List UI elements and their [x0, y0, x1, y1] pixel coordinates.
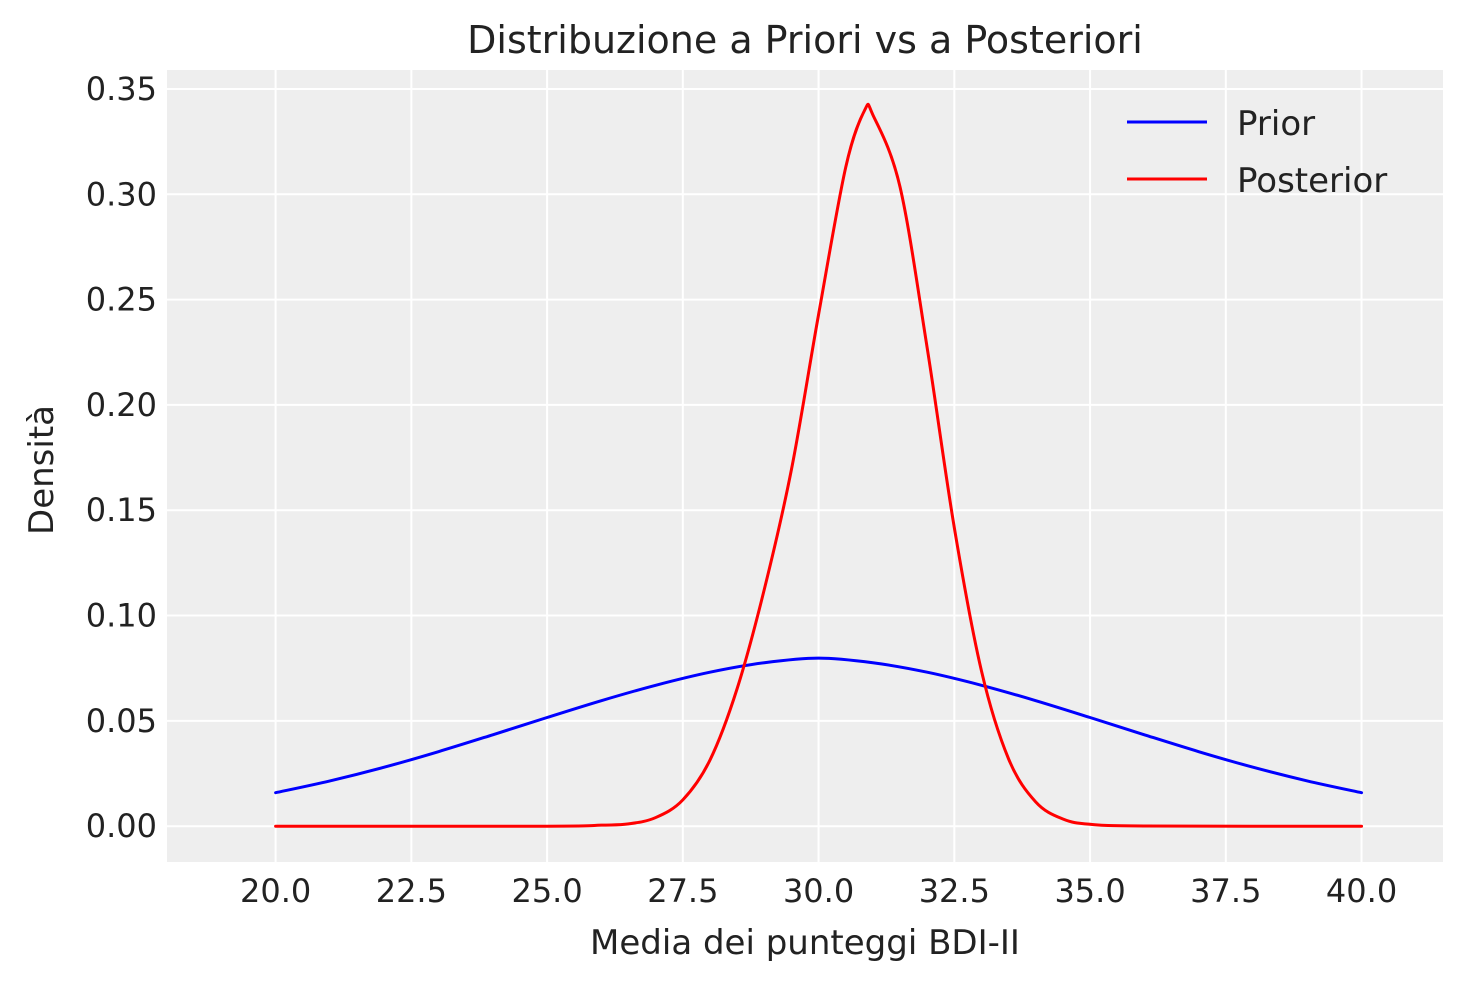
y-tick-label: 0.15: [86, 491, 157, 529]
y-axis-label: Densità: [22, 405, 62, 535]
legend: Prior Posterior: [1127, 104, 1387, 201]
legend-label-posterior: Posterior: [1237, 161, 1387, 201]
x-tick-label: 20.0: [240, 872, 311, 910]
y-tick-label: 0.25: [86, 281, 157, 319]
x-tick-label: 25.0: [511, 872, 582, 910]
x-tick-label: 37.5: [1190, 872, 1261, 910]
x-tick-label: 32.5: [919, 872, 990, 910]
series-line-posterior: [274, 102, 1364, 828]
y-tick-labels: 0.00 0.05 0.10 0.15 0.20 0.25 0.30 0.35: [86, 70, 157, 845]
x-axis-label: Media dei punteggi BDI-II: [590, 923, 1020, 963]
y-tick-label: 0.35: [86, 70, 157, 108]
x-tick-label: 40.0: [1326, 872, 1397, 910]
y-tick-label: 0.00: [86, 807, 157, 845]
chart-title: Distribuzione a Priori vs a Posteriori: [467, 18, 1143, 62]
y-tick-label: 0.20: [86, 386, 157, 424]
x-tick-label: 22.5: [376, 872, 447, 910]
x-tick-labels: 20.0 22.5 25.0 27.5 30.0 32.5 35.0 37.5 40.0: [240, 872, 1397, 910]
y-tick-label: 0.05: [86, 702, 157, 740]
plot-background: [167, 70, 1443, 862]
y-tick-label: 0.30: [86, 175, 157, 213]
x-tick-label: 27.5: [647, 872, 718, 910]
x-tick-label: 35.0: [1054, 872, 1125, 910]
y-tick-label: 0.10: [86, 597, 157, 635]
series-line-prior: [274, 656, 1364, 795]
series-lines: [274, 102, 1364, 828]
x-tick-label: 30.0: [783, 872, 854, 910]
legend-label-prior: Prior: [1237, 104, 1315, 144]
